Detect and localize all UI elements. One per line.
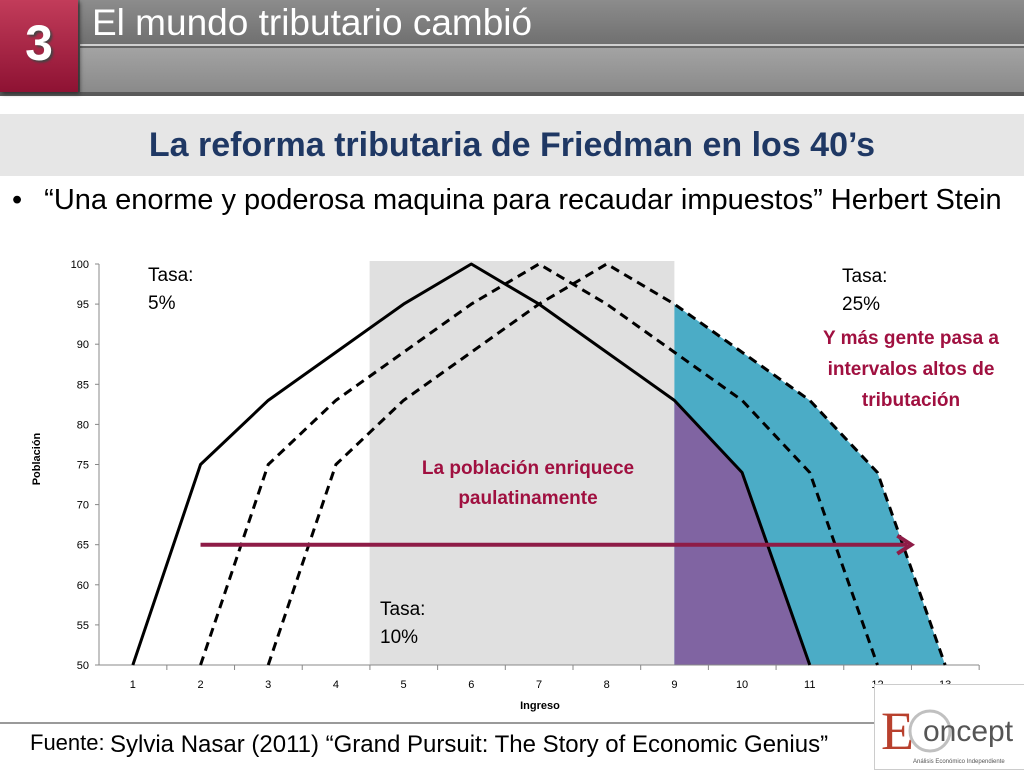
y-tick-label: 60 — [77, 580, 89, 592]
x-tick-label: 10 — [736, 679, 748, 691]
y-tick-label: 75 — [77, 460, 89, 472]
series-line-1 — [131, 262, 812, 666]
x-tick-label: 11 — [804, 679, 815, 691]
initial-high-bracket-fill — [674, 400, 810, 665]
footer-divider — [0, 722, 1024, 724]
slide-title: El mundo tributario cambió — [92, 2, 533, 43]
tasa-25-label: 25% — [842, 294, 880, 315]
x-tick-label: 3 — [265, 679, 271, 691]
y-tick-label: 100 — [71, 259, 89, 271]
y-tick-label: 90 — [77, 339, 89, 351]
tasa-10-label: 10% — [380, 627, 418, 648]
y-tick-label: 50 — [77, 660, 89, 672]
higher-brackets-note: intervalos altos de — [828, 359, 995, 380]
y-tick-label: 70 — [77, 500, 89, 512]
series-line-2 — [199, 262, 879, 666]
bullet-dot-icon: • — [12, 184, 23, 216]
slide-number-badge: 3 — [0, 0, 78, 92]
y-tick-label: 55 — [77, 620, 89, 632]
y-tick-label: 95 — [77, 299, 89, 311]
tasa-25-label: Tasa: — [842, 266, 887, 287]
x-axis-label: Ingreso — [520, 700, 560, 712]
title-strip-lower — [80, 48, 1024, 92]
x-tick-label: 2 — [197, 679, 203, 691]
x-tick-label: 6 — [468, 679, 474, 691]
x-tick-label: 7 — [536, 679, 542, 691]
slide-subtitle: La reforma tributaria de Friedman en los… — [148, 126, 876, 164]
series-line-3 — [266, 262, 947, 666]
tasa-5-label: 5% — [148, 293, 176, 314]
y-tick-label: 80 — [77, 419, 89, 431]
enrichment-note: La población enriquece — [422, 458, 634, 479]
x-tick-label: 1 — [130, 679, 136, 691]
logo-tagline: Análisis Económico Independiente — [913, 759, 1005, 765]
bullet-text: “Una enorme y poderosa maquina para reca… — [44, 184, 1002, 216]
y-axis-label: Población — [31, 432, 43, 485]
x-tick-label: 9 — [671, 679, 677, 691]
source-label: Fuente: — [30, 730, 105, 755]
tasa-10-label: Tasa: — [380, 599, 425, 620]
higher-brackets-note: Y más gente pasa a — [823, 328, 999, 349]
title-strip — [80, 0, 1024, 46]
tasa-5-label: Tasa: — [148, 265, 193, 286]
source-citation: Sylvia Nasar (2011) “Grand Pursuit: The … — [110, 731, 829, 758]
x-tick-label: 5 — [401, 679, 407, 691]
higher-brackets-note: tributación — [862, 390, 960, 411]
svg-text:oncept: oncept — [923, 715, 1014, 748]
bullet-item: • “Una enorme y poderosa maquina para rec… — [12, 184, 1002, 217]
arrow-head-icon — [896, 534, 916, 556]
income-distribution-chart: 5055606570758085909510012345678910111213… — [31, 259, 999, 712]
highlight-band — [369, 261, 675, 665]
econcept-logo: E oncept Análisis Económico Independient… — [874, 684, 1024, 770]
y-tick-label: 85 — [77, 379, 89, 391]
x-tick-label: 4 — [333, 679, 339, 691]
x-tick-label: 8 — [604, 679, 610, 691]
slide-number: 3 — [25, 15, 53, 71]
enrichment-note: paulatinamente — [458, 488, 597, 509]
y-tick-label: 65 — [77, 540, 89, 552]
subtitle-band — [0, 114, 1024, 176]
